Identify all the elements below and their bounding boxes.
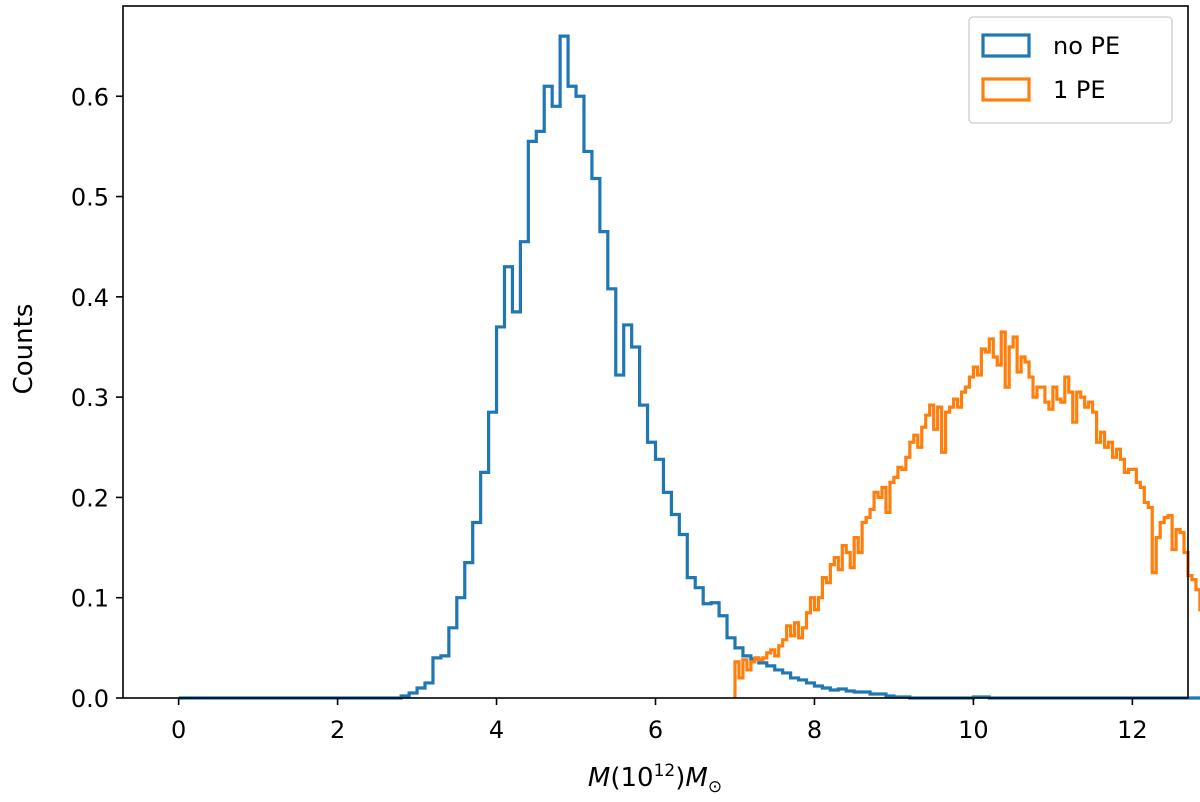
x-label-mass-symbol: M: [588, 763, 610, 793]
x-tick-label: 2: [330, 716, 345, 744]
legend: no PE 1 PE: [968, 16, 1173, 124]
x-label-open: (10: [610, 763, 653, 793]
x-tick-label: 4: [489, 716, 504, 744]
x-axis-label: M(1012)M⊙: [588, 761, 722, 797]
series-no-pe-step: [178, 34, 1200, 700]
y-tick-label: 0.1: [71, 585, 109, 613]
y-tick-label: 0.0: [71, 685, 109, 713]
y-tick-label: 0.5: [71, 184, 109, 212]
legend-label: 1 PE: [1053, 76, 1106, 104]
x-tick-label: 8: [807, 716, 822, 744]
x-label-solar-mass-symbol: M: [685, 763, 707, 793]
x-label-exponent: 12: [654, 761, 676, 781]
x-label-sun-subscript: ⊙: [708, 777, 722, 797]
y-tick-label: 0.3: [71, 384, 109, 412]
series-group: [178, 34, 1200, 700]
x-tick-label: 0: [171, 716, 186, 744]
x-tick-label: 6: [648, 716, 663, 744]
y-tick-label: 0.4: [71, 284, 109, 312]
y-tick-label: 0.2: [71, 484, 109, 512]
legend-label: no PE: [1053, 32, 1120, 60]
ticks-group: 0 2 4 6 8 10 12 0.0 0.1 0.2 0.3 0.4 0.5 0.6: [71, 83, 1148, 744]
x-label-close: ): [675, 763, 685, 793]
legend-swatch: [981, 33, 1031, 58]
x-tick-label: 12: [1117, 716, 1148, 744]
x-tick-label: 10: [958, 716, 989, 744]
y-axis-label: Counts: [9, 304, 39, 395]
legend-swatch: [981, 77, 1031, 102]
y-tick-label: 0.6: [71, 83, 109, 111]
series-one-pe-step: [733, 330, 1200, 698]
legend-box: [968, 16, 1173, 124]
